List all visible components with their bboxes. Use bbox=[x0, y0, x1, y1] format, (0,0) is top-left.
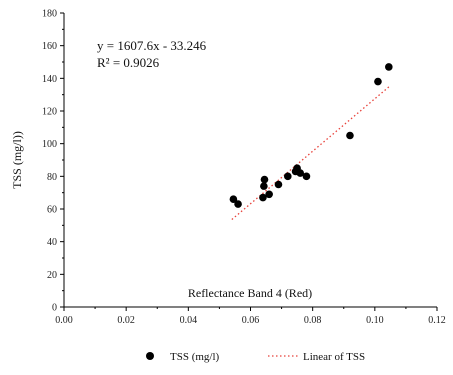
trendline-line bbox=[231, 86, 390, 221]
equation-annotation: y = 1607.6x - 33.246 bbox=[97, 38, 207, 53]
x-tick-label: 0.00 bbox=[55, 315, 73, 326]
data-point bbox=[229, 195, 238, 203]
y-tick-label: 120 bbox=[42, 107, 57, 118]
legend-marker-tss bbox=[146, 352, 154, 360]
x-tick-label: 0.04 bbox=[180, 315, 198, 326]
x-tick-label: 0.10 bbox=[366, 315, 384, 326]
x-axis-ticks: 0.00 0.02 0.04 0.06 0.08 0.10 0.12 bbox=[55, 307, 446, 326]
data-point bbox=[274, 180, 283, 189]
x-axis-title: Reflectance Band 4 (Red) bbox=[188, 286, 312, 300]
data-points bbox=[229, 63, 393, 208]
trendline bbox=[231, 86, 390, 221]
r-squared-annotation: R² = 0.9026 bbox=[97, 55, 160, 70]
data-point bbox=[374, 77, 382, 86]
data-point bbox=[234, 200, 242, 208]
legend-label-linear: Linear of TSS bbox=[303, 351, 365, 363]
y-tick-label: 140 bbox=[42, 74, 57, 85]
x-tick-label: 0.08 bbox=[304, 315, 322, 326]
y-tick-label: 80 bbox=[47, 172, 57, 183]
data-point bbox=[346, 131, 354, 140]
y-tick-label: 180 bbox=[42, 9, 57, 20]
data-point bbox=[385, 63, 393, 71]
y-tick-label: 40 bbox=[47, 237, 57, 248]
data-point bbox=[296, 169, 305, 177]
y-axis-ticks: 0 20 40 60 80 100 120 140 160 180 bbox=[42, 9, 64, 314]
y-axis-title: TSS (mg/l)) bbox=[10, 131, 24, 189]
x-tick-label: 0.02 bbox=[117, 315, 135, 326]
x-tick-label: 0.06 bbox=[242, 315, 260, 326]
legend: TSS (mg/l) Linear of TSS bbox=[146, 351, 365, 363]
x-tick-label: 0.12 bbox=[428, 315, 446, 326]
data-point bbox=[259, 193, 267, 202]
data-point bbox=[284, 172, 292, 181]
data-point bbox=[260, 175, 269, 184]
data-point bbox=[265, 190, 273, 199]
data-point bbox=[260, 182, 268, 190]
data-point bbox=[302, 172, 311, 181]
y-tick-label: 100 bbox=[42, 139, 57, 150]
y-tick-label: 20 bbox=[47, 270, 57, 281]
y-tick-label: 0 bbox=[52, 303, 57, 314]
y-tick-label: 160 bbox=[42, 41, 57, 52]
y-tick-label: 60 bbox=[47, 205, 57, 216]
legend-label-tss: TSS (mg/l) bbox=[170, 351, 220, 363]
